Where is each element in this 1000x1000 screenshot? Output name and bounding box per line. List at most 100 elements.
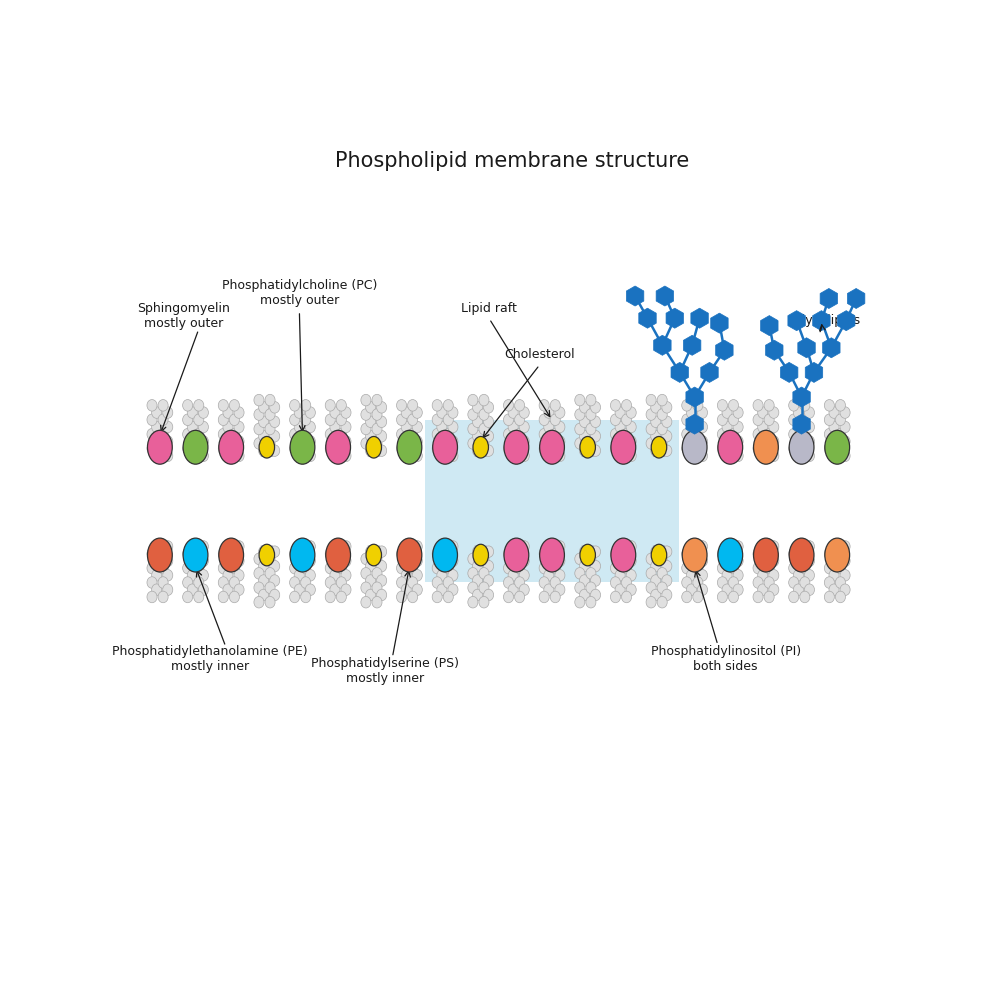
Ellipse shape: [152, 436, 162, 447]
Ellipse shape: [341, 584, 351, 596]
Ellipse shape: [377, 416, 387, 428]
Ellipse shape: [728, 414, 739, 426]
Ellipse shape: [290, 400, 300, 411]
Ellipse shape: [508, 555, 518, 567]
Ellipse shape: [468, 423, 478, 435]
Polygon shape: [766, 340, 783, 360]
Ellipse shape: [366, 430, 376, 442]
Ellipse shape: [519, 555, 529, 567]
Ellipse shape: [163, 407, 173, 418]
Ellipse shape: [437, 570, 447, 581]
Ellipse shape: [484, 589, 494, 601]
Ellipse shape: [793, 555, 803, 567]
Ellipse shape: [290, 428, 300, 440]
Ellipse shape: [693, 414, 703, 426]
Polygon shape: [639, 308, 656, 328]
Ellipse shape: [800, 591, 810, 603]
Ellipse shape: [270, 589, 280, 601]
Ellipse shape: [829, 407, 839, 418]
Ellipse shape: [163, 584, 173, 596]
Polygon shape: [686, 414, 703, 434]
Ellipse shape: [626, 584, 636, 596]
Ellipse shape: [183, 414, 193, 426]
Ellipse shape: [519, 570, 529, 581]
Ellipse shape: [586, 596, 596, 608]
Ellipse shape: [443, 548, 453, 559]
Ellipse shape: [550, 443, 560, 454]
Ellipse shape: [840, 421, 850, 433]
Ellipse shape: [152, 421, 162, 433]
Ellipse shape: [437, 450, 447, 462]
Ellipse shape: [555, 450, 565, 462]
Ellipse shape: [305, 541, 315, 552]
Ellipse shape: [662, 416, 672, 428]
Ellipse shape: [764, 443, 774, 454]
Ellipse shape: [484, 546, 494, 557]
Ellipse shape: [408, 428, 418, 440]
Ellipse shape: [479, 553, 489, 565]
Ellipse shape: [397, 414, 407, 426]
Ellipse shape: [443, 577, 453, 588]
Ellipse shape: [758, 436, 768, 447]
Ellipse shape: [555, 421, 565, 433]
Ellipse shape: [290, 577, 300, 588]
Ellipse shape: [401, 407, 411, 418]
Ellipse shape: [223, 555, 233, 567]
Ellipse shape: [194, 400, 204, 411]
Ellipse shape: [610, 414, 620, 426]
Ellipse shape: [294, 555, 304, 567]
Ellipse shape: [194, 562, 204, 574]
Ellipse shape: [789, 400, 799, 411]
Ellipse shape: [472, 575, 483, 586]
Ellipse shape: [769, 570, 779, 581]
Ellipse shape: [294, 570, 304, 581]
Ellipse shape: [789, 414, 799, 426]
Ellipse shape: [218, 443, 228, 454]
Ellipse shape: [377, 430, 387, 442]
Ellipse shape: [586, 423, 596, 435]
Ellipse shape: [270, 430, 280, 442]
Ellipse shape: [515, 548, 525, 559]
Ellipse shape: [183, 562, 193, 574]
Ellipse shape: [610, 443, 620, 454]
Ellipse shape: [341, 421, 351, 433]
Ellipse shape: [769, 584, 779, 596]
Ellipse shape: [503, 414, 514, 426]
Polygon shape: [820, 288, 838, 308]
Ellipse shape: [697, 407, 708, 418]
Ellipse shape: [147, 591, 157, 603]
Ellipse shape: [764, 400, 774, 411]
Polygon shape: [654, 335, 671, 355]
Ellipse shape: [234, 555, 244, 567]
Ellipse shape: [219, 538, 244, 572]
Ellipse shape: [733, 584, 743, 596]
Ellipse shape: [158, 443, 168, 454]
Ellipse shape: [305, 436, 315, 447]
Ellipse shape: [218, 400, 228, 411]
Ellipse shape: [147, 548, 157, 559]
Ellipse shape: [550, 591, 560, 603]
Ellipse shape: [840, 436, 850, 447]
Ellipse shape: [800, 400, 810, 411]
Ellipse shape: [218, 577, 228, 588]
Ellipse shape: [586, 394, 596, 406]
Ellipse shape: [697, 570, 708, 581]
Ellipse shape: [254, 394, 264, 406]
Ellipse shape: [503, 400, 514, 411]
Ellipse shape: [366, 544, 382, 566]
Ellipse shape: [615, 421, 625, 433]
Polygon shape: [666, 308, 684, 328]
Ellipse shape: [519, 407, 529, 418]
Ellipse shape: [539, 443, 549, 454]
Ellipse shape: [366, 402, 376, 413]
Ellipse shape: [361, 582, 371, 594]
Ellipse shape: [325, 443, 335, 454]
Ellipse shape: [622, 548, 632, 559]
Ellipse shape: [657, 596, 667, 608]
Ellipse shape: [325, 591, 335, 603]
Ellipse shape: [646, 568, 656, 579]
Ellipse shape: [147, 428, 157, 440]
Ellipse shape: [544, 421, 554, 433]
Ellipse shape: [728, 443, 739, 454]
Ellipse shape: [835, 577, 845, 588]
